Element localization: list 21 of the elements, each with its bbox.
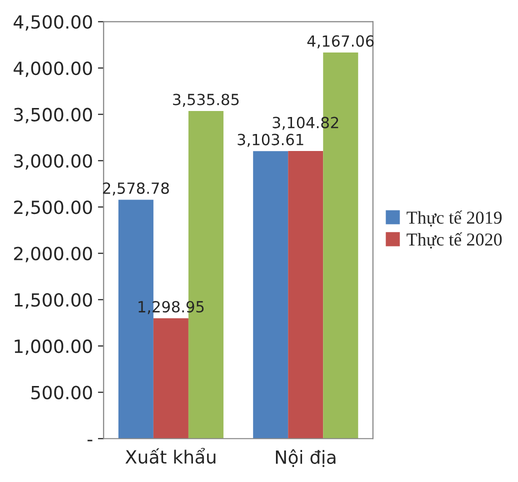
y-tick-label: 3,500.00 [14,108,92,124]
y-tick-label: 4,500.00 [14,15,92,31]
y-tick-label: 4,000.00 [14,61,92,77]
data-label: 4,167.06 [307,35,374,48]
data-label: 3,535.85 [173,94,239,107]
legend-label: Thực tế 2019 [406,210,502,227]
data-label: 3,103.61 [238,134,304,147]
data-label: 2,578.78 [103,182,169,196]
legend-label: Thực tế 2020 [406,232,502,248]
y-tick-label: 500.00 [31,386,92,400]
y-tick-label: 2,000.00 [14,246,92,262]
x-tick-label: Nội địa [276,449,336,468]
x-tick-label: Xuất khẩu [125,448,216,464]
bar [253,151,288,439]
bar [153,318,188,439]
y-tick-label: - [88,440,92,442]
bar [288,150,324,439]
y-tick-label: 3,000.00 [14,154,92,170]
y-tick-label: 1,000.00 [14,339,92,355]
y-tick-label: 2,500.00 [14,200,92,216]
y-tick-label: 1,500.00 [14,293,92,309]
